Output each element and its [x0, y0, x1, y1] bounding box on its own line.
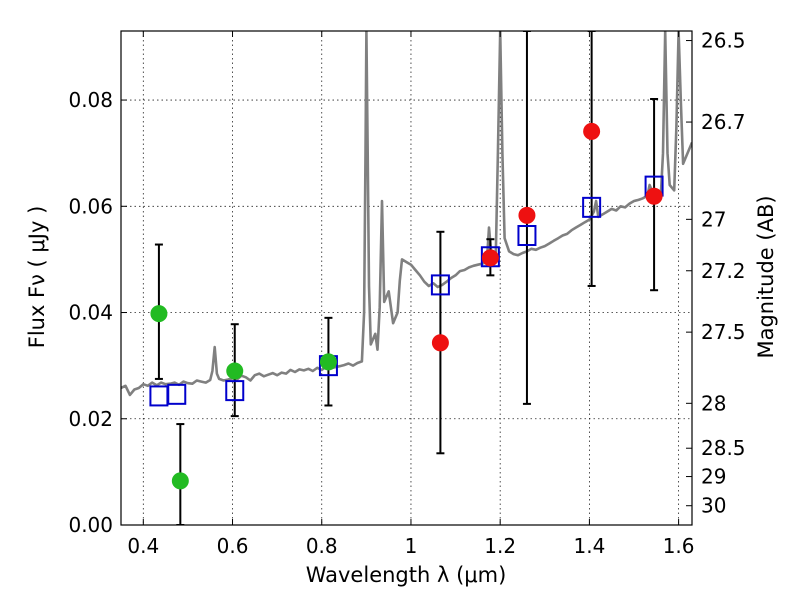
x-tick-label: 1 [405, 534, 418, 558]
green-data-point [150, 305, 168, 323]
x-tick-label: 1.2 [484, 534, 516, 558]
y2-tick-label: 30 [701, 494, 726, 518]
axis-ticks: 0.4 0.6 0.8 1 1.2 1.4 1.6 0.00 0.02 0.04 0.06 0.08 2… [68, 29, 745, 558]
y2-tick-label: 27.2 [701, 259, 746, 283]
observed-points [150, 122, 663, 490]
x-tick-label: 0.4 [127, 534, 159, 558]
y-tick-label: 0.08 [68, 88, 113, 112]
y-tick-label: 0.00 [68, 513, 113, 537]
y-tick-label: 0.04 [68, 301, 113, 325]
y2-tick-label: 29 [701, 465, 726, 489]
plot-frame [120, 30, 693, 526]
model-spectrum-line [121, 31, 692, 397]
red-data-point [431, 334, 449, 352]
y2-axis-title: Magnitude (AB) [754, 195, 778, 358]
model-spectrum [121, 31, 692, 397]
model-photometry-square [430, 274, 450, 296]
x-tick-label: 0.8 [306, 534, 338, 558]
model-photometry-square [167, 383, 187, 405]
y-tick-label: 0.02 [68, 407, 113, 431]
y-axis-title: Flux Fν ( μJy ) [25, 206, 49, 349]
y2-tick-label: 26.7 [701, 110, 746, 134]
y-tick-label: 0.06 [68, 194, 113, 218]
x-axis-title: Wavelength λ (μm) [306, 563, 507, 587]
green-data-point [171, 472, 189, 490]
y2-tick-label: 27 [701, 207, 726, 231]
model-photometry-square [225, 380, 245, 402]
green-data-point [226, 362, 244, 380]
model-photometry-squares [149, 175, 664, 407]
x-tick-label: 1.4 [573, 534, 605, 558]
y2-tick-label: 27.5 [701, 320, 746, 344]
model-photometry-square [517, 225, 537, 247]
red-data-point [481, 249, 499, 267]
green-data-point [319, 353, 337, 371]
x-tick-label: 0.6 [217, 534, 249, 558]
red-data-point [518, 206, 536, 224]
red-data-point [583, 122, 601, 140]
y2-tick-label: 26.5 [701, 29, 746, 53]
x-tick-label: 1.6 [663, 534, 695, 558]
red-data-point [645, 187, 663, 205]
y2-tick-label: 28.5 [701, 436, 746, 460]
y2-tick-label: 28 [701, 391, 726, 415]
model-photometry-square [582, 196, 602, 218]
